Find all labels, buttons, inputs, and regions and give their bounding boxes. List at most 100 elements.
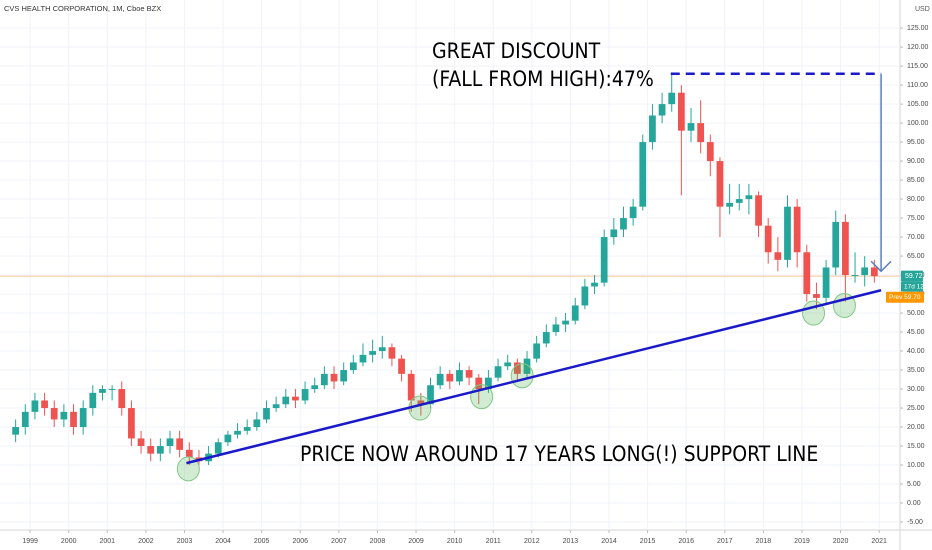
candle-body [697,123,705,143]
candle-body [629,206,637,219]
x-tick-label: 2004 [215,538,231,545]
x-tick-label: 2021 [871,538,887,545]
x-tick-label: 2003 [177,538,193,545]
candle-body [292,396,299,401]
y-tick-label: 70.00 [907,234,925,241]
candle-body [70,411,77,428]
candle-body [832,221,840,268]
candle-body [359,354,367,363]
candle-body [581,286,589,306]
candle-body [610,229,618,238]
y-tick-label: 15.00 [907,443,925,450]
candle-body [398,358,405,374]
candle-body [330,373,338,382]
x-tick-label: 2008 [370,538,386,545]
x-tick-label: 2000 [61,538,77,545]
candle-body [147,446,155,454]
candle-body [118,389,126,409]
candle-body [99,389,106,393]
x-tick-label: 1999 [22,538,38,545]
arrow-head [870,260,892,273]
candle-body [716,161,724,207]
candle-body [870,267,878,277]
x-tick-label: 2013 [563,538,579,545]
prev-close-label: Prev 59.70 [889,294,921,301]
candle-body [803,252,811,295]
candle-body [128,408,135,439]
highlight-circle [802,300,826,326]
candle-body [436,373,444,386]
candle-body [407,373,415,401]
highlight-circle [176,456,200,482]
candle-body [513,362,521,374]
y-tick-label: 35.00 [907,367,925,374]
candle-body [591,282,598,287]
x-tick-label: 2017 [717,538,733,545]
y-tick-label: 25.00 [907,405,925,412]
x-tick-label: 2005 [254,538,270,545]
candle-body [41,400,48,409]
candle-body [234,430,241,435]
candle-body [485,377,492,390]
y-tick-label: 65.00 [907,253,925,260]
candle-body [620,218,627,230]
y-tick-label: -5.00 [907,519,923,526]
candle-body [784,206,791,260]
candle-body [658,104,666,116]
candle-body [687,123,695,131]
y-tick-label: 95.00 [907,139,925,146]
y-tick-label: 45.00 [907,329,925,336]
candle-body [456,370,463,382]
candle-body [668,92,676,105]
candle-body [542,332,550,344]
x-tick-label: 2016 [678,538,694,545]
x-tick-label: 2001 [100,538,116,545]
support-line [186,289,882,465]
candle-body [388,347,396,359]
candle-body [735,199,743,203]
last-price-label: 59.72 [905,273,923,280]
y-tick-label: 120.00 [907,44,929,51]
candle-body [340,370,348,382]
candle-body [214,442,222,454]
candle-body [369,351,376,355]
candle-body [417,400,425,405]
x-tick-label: 2012 [524,538,540,545]
y-tick-label: 20.00 [907,424,925,431]
y-tick-label: 0.00 [907,500,921,507]
candle-body [755,195,762,226]
candle-body [600,237,608,283]
candle-body [185,449,193,458]
candle-body [166,438,174,447]
annotation: (FALL FROM HIGH):47% [432,67,654,91]
candle-body [639,142,647,207]
y-tick-label: 100.00 [907,120,929,127]
candle-body [649,115,656,143]
candle-body [378,347,386,352]
candle-body [89,392,97,409]
candle-body [813,294,820,298]
candle-body [571,305,579,321]
candle-body [774,252,782,260]
candle-body [475,377,483,390]
candle-body [176,438,184,450]
y-tick-label: 125.00 [907,25,929,32]
candle-body [60,411,68,420]
candle-body [851,275,859,277]
y-tick-label: 10.00 [907,462,925,469]
candle-body [465,370,473,378]
candle-body [822,267,830,298]
annotation: GREAT DISCOUNT [432,39,601,63]
y-tick-label: 40.00 [907,348,925,355]
candle-body [446,373,454,382]
candle-body [533,343,541,359]
candle-body [224,434,232,443]
candle-body [349,362,357,371]
candle-body [311,385,319,390]
y-tick-label: 80.00 [907,196,925,203]
y-tick-label: 85.00 [907,177,925,184]
y-tick-label: 110.00 [907,82,928,89]
currency: USD [915,6,930,13]
candle-body [504,362,512,367]
